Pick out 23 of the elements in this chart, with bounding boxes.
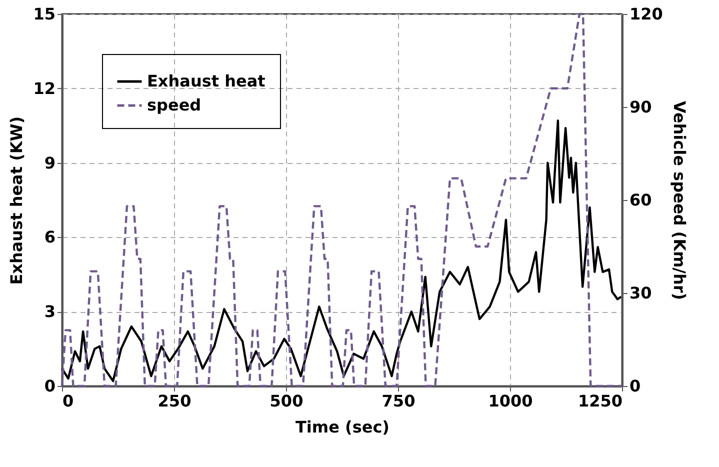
x-tick-label: 250 — [158, 392, 192, 410]
y2-tick-label: 120 — [630, 4, 663, 24]
x-tick-label: 750 — [382, 392, 416, 410]
x-tick-label: 1000 — [488, 392, 533, 410]
line-series — [60, 120, 622, 382]
y-tick-label: 12 — [33, 78, 56, 98]
y-axis-title: Exhaust heat (KW) — [7, 116, 26, 285]
y2-axis-title: Vehicle speed (Km/hr) — [670, 100, 689, 300]
x-tick-label: 500 — [270, 392, 304, 410]
y-tick-label: 6 — [44, 228, 56, 247]
y2-tick-label: 0 — [630, 376, 641, 396]
y2-tick-label: 90 — [630, 98, 652, 116]
x-tick-label: 1250 — [578, 392, 622, 410]
x-tick-label: 0 — [62, 392, 74, 410]
legend-label: Exhaust heat — [147, 72, 266, 90]
y-tick-label: 0 — [44, 376, 56, 396]
y-tick-label: 9 — [44, 153, 56, 172]
y-tick-label: 3 — [44, 302, 56, 322]
x-axis-title: Time (sec) — [296, 418, 390, 436]
y2-tick-label: 30 — [630, 284, 652, 302]
legend-label: speed — [147, 96, 202, 114]
y2-tick-label: 60 — [630, 190, 652, 210]
y-tick-label: 15 — [33, 4, 56, 24]
